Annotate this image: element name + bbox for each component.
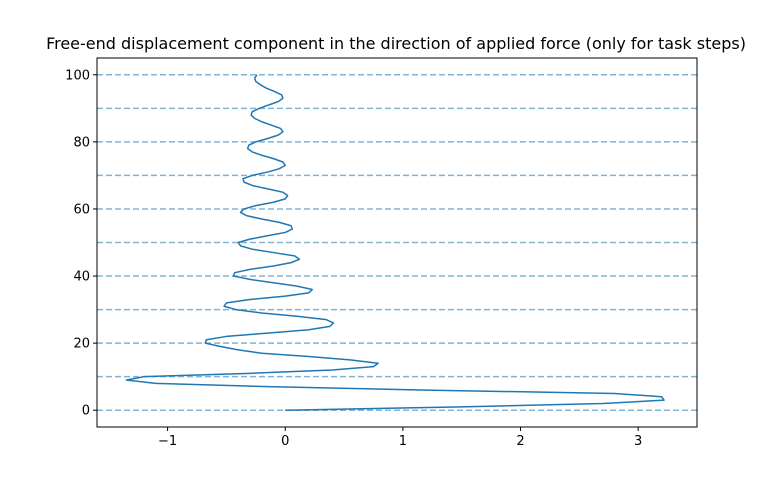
y-tick-label: 20 [73,337,90,352]
y-axis-ticks: 0 20 40 60 80 100 [65,68,97,419]
series-line [125,74,665,411]
x-tick-label: −1 [158,434,177,449]
x-tick-label: 2 [516,434,524,449]
x-tick-label: 3 [634,434,642,449]
y-tick-label: 60 [73,202,90,217]
x-tick-label: 1 [399,434,407,449]
y-tick-label: 100 [65,68,90,83]
y-tick-label: 0 [82,404,90,419]
series-layer [125,74,665,411]
reference-lines [97,74,697,411]
y-tick-label: 40 [73,270,90,285]
axes-frame [96,57,698,428]
chart-title: Free-end displacement component in the d… [46,34,746,53]
x-axis-ticks: −1 0 1 2 3 [158,427,642,449]
x-tick-label: 0 [281,434,289,449]
y-tick-label: 80 [73,135,90,150]
